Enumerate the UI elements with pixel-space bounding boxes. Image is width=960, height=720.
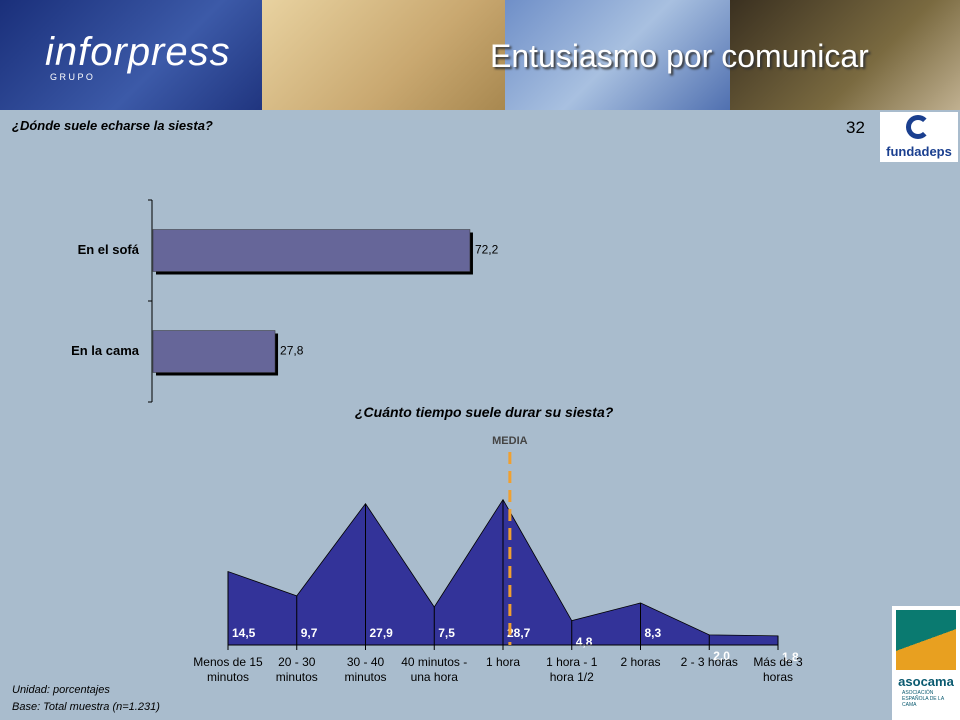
page-number: 32 bbox=[846, 118, 865, 137]
chart-title: ¿Dónde suele echarse la siesta? bbox=[12, 118, 213, 133]
logo-sub: ASOCIACIÓN ESPAÑOLA DE LA CAMA bbox=[902, 690, 944, 708]
x-tick-label: 30 - 40 minutos bbox=[344, 655, 387, 684]
value-label: 72,2 bbox=[475, 243, 499, 257]
bar bbox=[152, 330, 276, 373]
header-panel bbox=[0, 0, 262, 110]
x-tick-label: 1 hora - 1 hora 1/2 bbox=[546, 655, 598, 684]
header-panel bbox=[505, 0, 730, 110]
logo-text: asocama bbox=[898, 674, 954, 689]
footer-base: Base: Total muestra (n=1.231) bbox=[12, 701, 160, 713]
header-panel bbox=[730, 0, 960, 110]
value-label: 27,9 bbox=[370, 626, 394, 640]
logo-mark bbox=[896, 610, 956, 670]
fundadeps-logo: fundadeps bbox=[880, 112, 958, 162]
logo-mark bbox=[906, 115, 930, 139]
x-tick-label: 2 horas bbox=[620, 655, 661, 669]
x-tick-label: 2 - 3 horas bbox=[680, 655, 738, 669]
value-label: 2,0 bbox=[713, 649, 730, 663]
x-tick-label: 1 hora bbox=[485, 655, 521, 669]
header-panel bbox=[262, 0, 505, 110]
x-tick-label: Más de 3 horas bbox=[753, 655, 803, 684]
slide-title: Entusiasmo por comunicar bbox=[490, 38, 869, 74]
footer-unit: Unidad: porcentajes bbox=[12, 684, 110, 696]
value-label: 14,5 bbox=[232, 626, 256, 640]
brand-sub: G R U P O bbox=[50, 72, 93, 82]
x-tick-label: Menos de 15 minutos bbox=[193, 655, 263, 684]
chart-title: ¿Cuánto tiempo suele durar su siesta? bbox=[355, 404, 614, 420]
x-tick-label: 20 - 30 minutos bbox=[275, 655, 318, 684]
value-label: 27,8 bbox=[280, 344, 304, 358]
value-label: 4,8 bbox=[576, 635, 593, 649]
category-label: En el sofá bbox=[78, 242, 140, 257]
x-tick-label: 40 minutos - una hora bbox=[401, 655, 468, 684]
value-label: 7,5 bbox=[438, 626, 455, 640]
value-label: 28,7 bbox=[507, 626, 531, 640]
value-label: 1,8 bbox=[782, 650, 799, 664]
bar bbox=[152, 229, 471, 272]
asocama-logo: asocama ASOCIACIÓN ESPAÑOLA DE LA CAMA bbox=[892, 606, 960, 720]
category-label: En la cama bbox=[71, 343, 140, 358]
value-label: 8,3 bbox=[645, 626, 662, 640]
brand: inforpress bbox=[45, 30, 231, 74]
logo-text: fundadeps bbox=[886, 144, 952, 159]
value-label: 9,7 bbox=[301, 626, 318, 640]
header-strip bbox=[0, 0, 960, 110]
mean-label: MEDIA bbox=[492, 435, 528, 447]
